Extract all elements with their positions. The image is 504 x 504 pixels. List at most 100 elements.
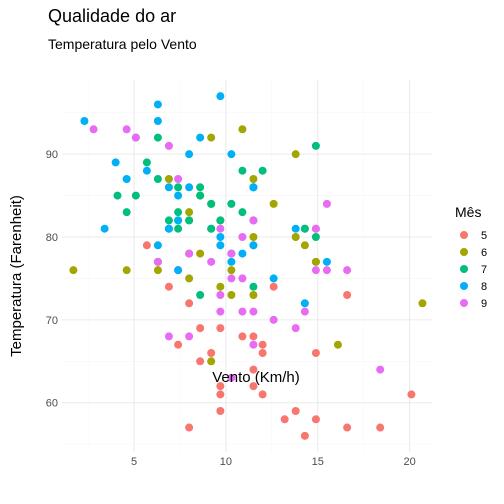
- data-point-month-8: [185, 183, 194, 192]
- data-point-month-9: [185, 332, 194, 341]
- legend-label-8: 8: [481, 281, 487, 293]
- data-point-month-6: [291, 233, 300, 242]
- data-point-month-5: [185, 299, 194, 308]
- data-point-month-8: [227, 150, 236, 159]
- data-point-month-6: [227, 290, 236, 299]
- data-point-month-9: [122, 125, 131, 134]
- data-point-month-8: [185, 150, 194, 159]
- data-point-month-8: [80, 117, 89, 126]
- data-point-month-9: [249, 307, 258, 316]
- data-point-month-9: [216, 290, 225, 299]
- data-point-month-6: [249, 290, 258, 299]
- data-point-month-9: [164, 332, 173, 341]
- data-point-month-6: [207, 357, 216, 366]
- data-point-month-9: [238, 233, 247, 242]
- data-point-month-7: [196, 191, 205, 200]
- data-point-month-6: [153, 266, 162, 275]
- data-point-month-7: [174, 208, 183, 217]
- legend-key-5: [460, 231, 468, 239]
- data-point-month-5: [185, 423, 194, 432]
- data-point-month-6: [418, 299, 427, 308]
- data-point-month-6: [216, 282, 225, 291]
- y-tick-label: 70: [46, 315, 58, 327]
- data-point-month-6: [185, 274, 194, 283]
- data-point-month-5: [258, 390, 267, 399]
- data-point-month-5: [207, 348, 216, 357]
- chart-title: Qualidade do ar: [48, 6, 176, 26]
- data-point-month-8: [216, 241, 225, 250]
- data-point-month-7: [258, 166, 267, 175]
- data-point-month-9: [153, 257, 162, 266]
- data-point-month-8: [164, 224, 173, 233]
- data-point-month-5: [238, 332, 247, 341]
- data-point-month-7: [238, 208, 247, 217]
- data-point-month-5: [269, 282, 278, 291]
- data-point-month-9: [131, 133, 140, 142]
- data-point-month-7: [174, 224, 183, 233]
- data-point-month-8: [227, 257, 236, 266]
- data-point-month-9: [269, 315, 278, 324]
- data-point-month-7: [122, 208, 131, 217]
- data-point-month-8: [153, 241, 162, 250]
- data-point-month-7: [207, 199, 216, 208]
- data-point-month-5: [376, 423, 385, 432]
- data-point-month-7: [216, 216, 225, 225]
- data-point-month-6: [196, 249, 205, 258]
- data-point-month-6: [249, 175, 258, 184]
- data-point-month-7: [164, 216, 173, 225]
- data-point-month-6: [164, 175, 173, 184]
- data-point-month-8: [216, 92, 225, 101]
- data-point-month-8: [153, 117, 162, 126]
- x-tick-label: 20: [403, 456, 415, 468]
- data-point-month-5: [311, 348, 320, 357]
- data-point-month-8: [300, 299, 309, 308]
- data-point-month-8: [291, 224, 300, 233]
- data-point-month-7: [153, 133, 162, 142]
- data-point-month-9: [291, 324, 300, 333]
- data-points: [69, 92, 427, 440]
- data-point-month-9: [249, 216, 258, 225]
- data-point-month-9: [322, 266, 331, 275]
- data-point-month-8: [196, 133, 205, 142]
- data-point-month-8: [100, 224, 109, 233]
- data-point-month-9: [227, 274, 236, 283]
- y-axis-ticks: 60 70 80 90: [46, 149, 58, 410]
- data-point-month-9: [164, 141, 173, 150]
- x-axis-label: Vento (Km/h): [212, 369, 300, 386]
- data-point-month-6: [122, 266, 131, 275]
- data-point-month-6: [238, 125, 247, 134]
- data-point-month-8: [174, 216, 183, 225]
- data-point-month-7: [174, 183, 183, 192]
- data-point-month-9: [216, 307, 225, 316]
- data-point-month-8: [322, 257, 331, 266]
- x-tick-label: 15: [312, 456, 324, 468]
- data-point-month-9: [238, 274, 247, 283]
- x-tick-label: 5: [131, 456, 137, 468]
- x-axis-ticks: 5 10 15 20: [131, 456, 416, 468]
- data-point-month-7: [131, 191, 140, 200]
- data-point-month-5: [343, 423, 352, 432]
- data-point-month-6: [269, 199, 278, 208]
- data-point-month-9: [185, 249, 194, 258]
- data-point-month-7: [185, 216, 194, 225]
- data-point-month-8: [269, 274, 278, 283]
- data-point-month-8: [164, 183, 173, 192]
- data-point-month-5: [291, 406, 300, 415]
- data-point-month-8: [153, 100, 162, 109]
- data-point-month-5: [216, 324, 225, 333]
- data-point-month-5: [196, 357, 205, 366]
- data-point-month-7: [311, 233, 320, 242]
- data-point-month-9: [322, 199, 331, 208]
- data-point-month-9: [249, 340, 258, 349]
- data-point-month-6: [227, 266, 236, 275]
- data-point-month-8: [111, 158, 120, 167]
- data-point-month-5: [280, 415, 289, 424]
- data-point-month-6: [333, 340, 342, 349]
- data-point-month-6: [249, 233, 258, 242]
- legend-label-9: 9: [481, 298, 487, 310]
- data-point-month-5: [216, 406, 225, 415]
- y-tick-label: 80: [46, 232, 58, 244]
- data-point-month-7: [196, 290, 205, 299]
- data-point-month-5: [311, 415, 320, 424]
